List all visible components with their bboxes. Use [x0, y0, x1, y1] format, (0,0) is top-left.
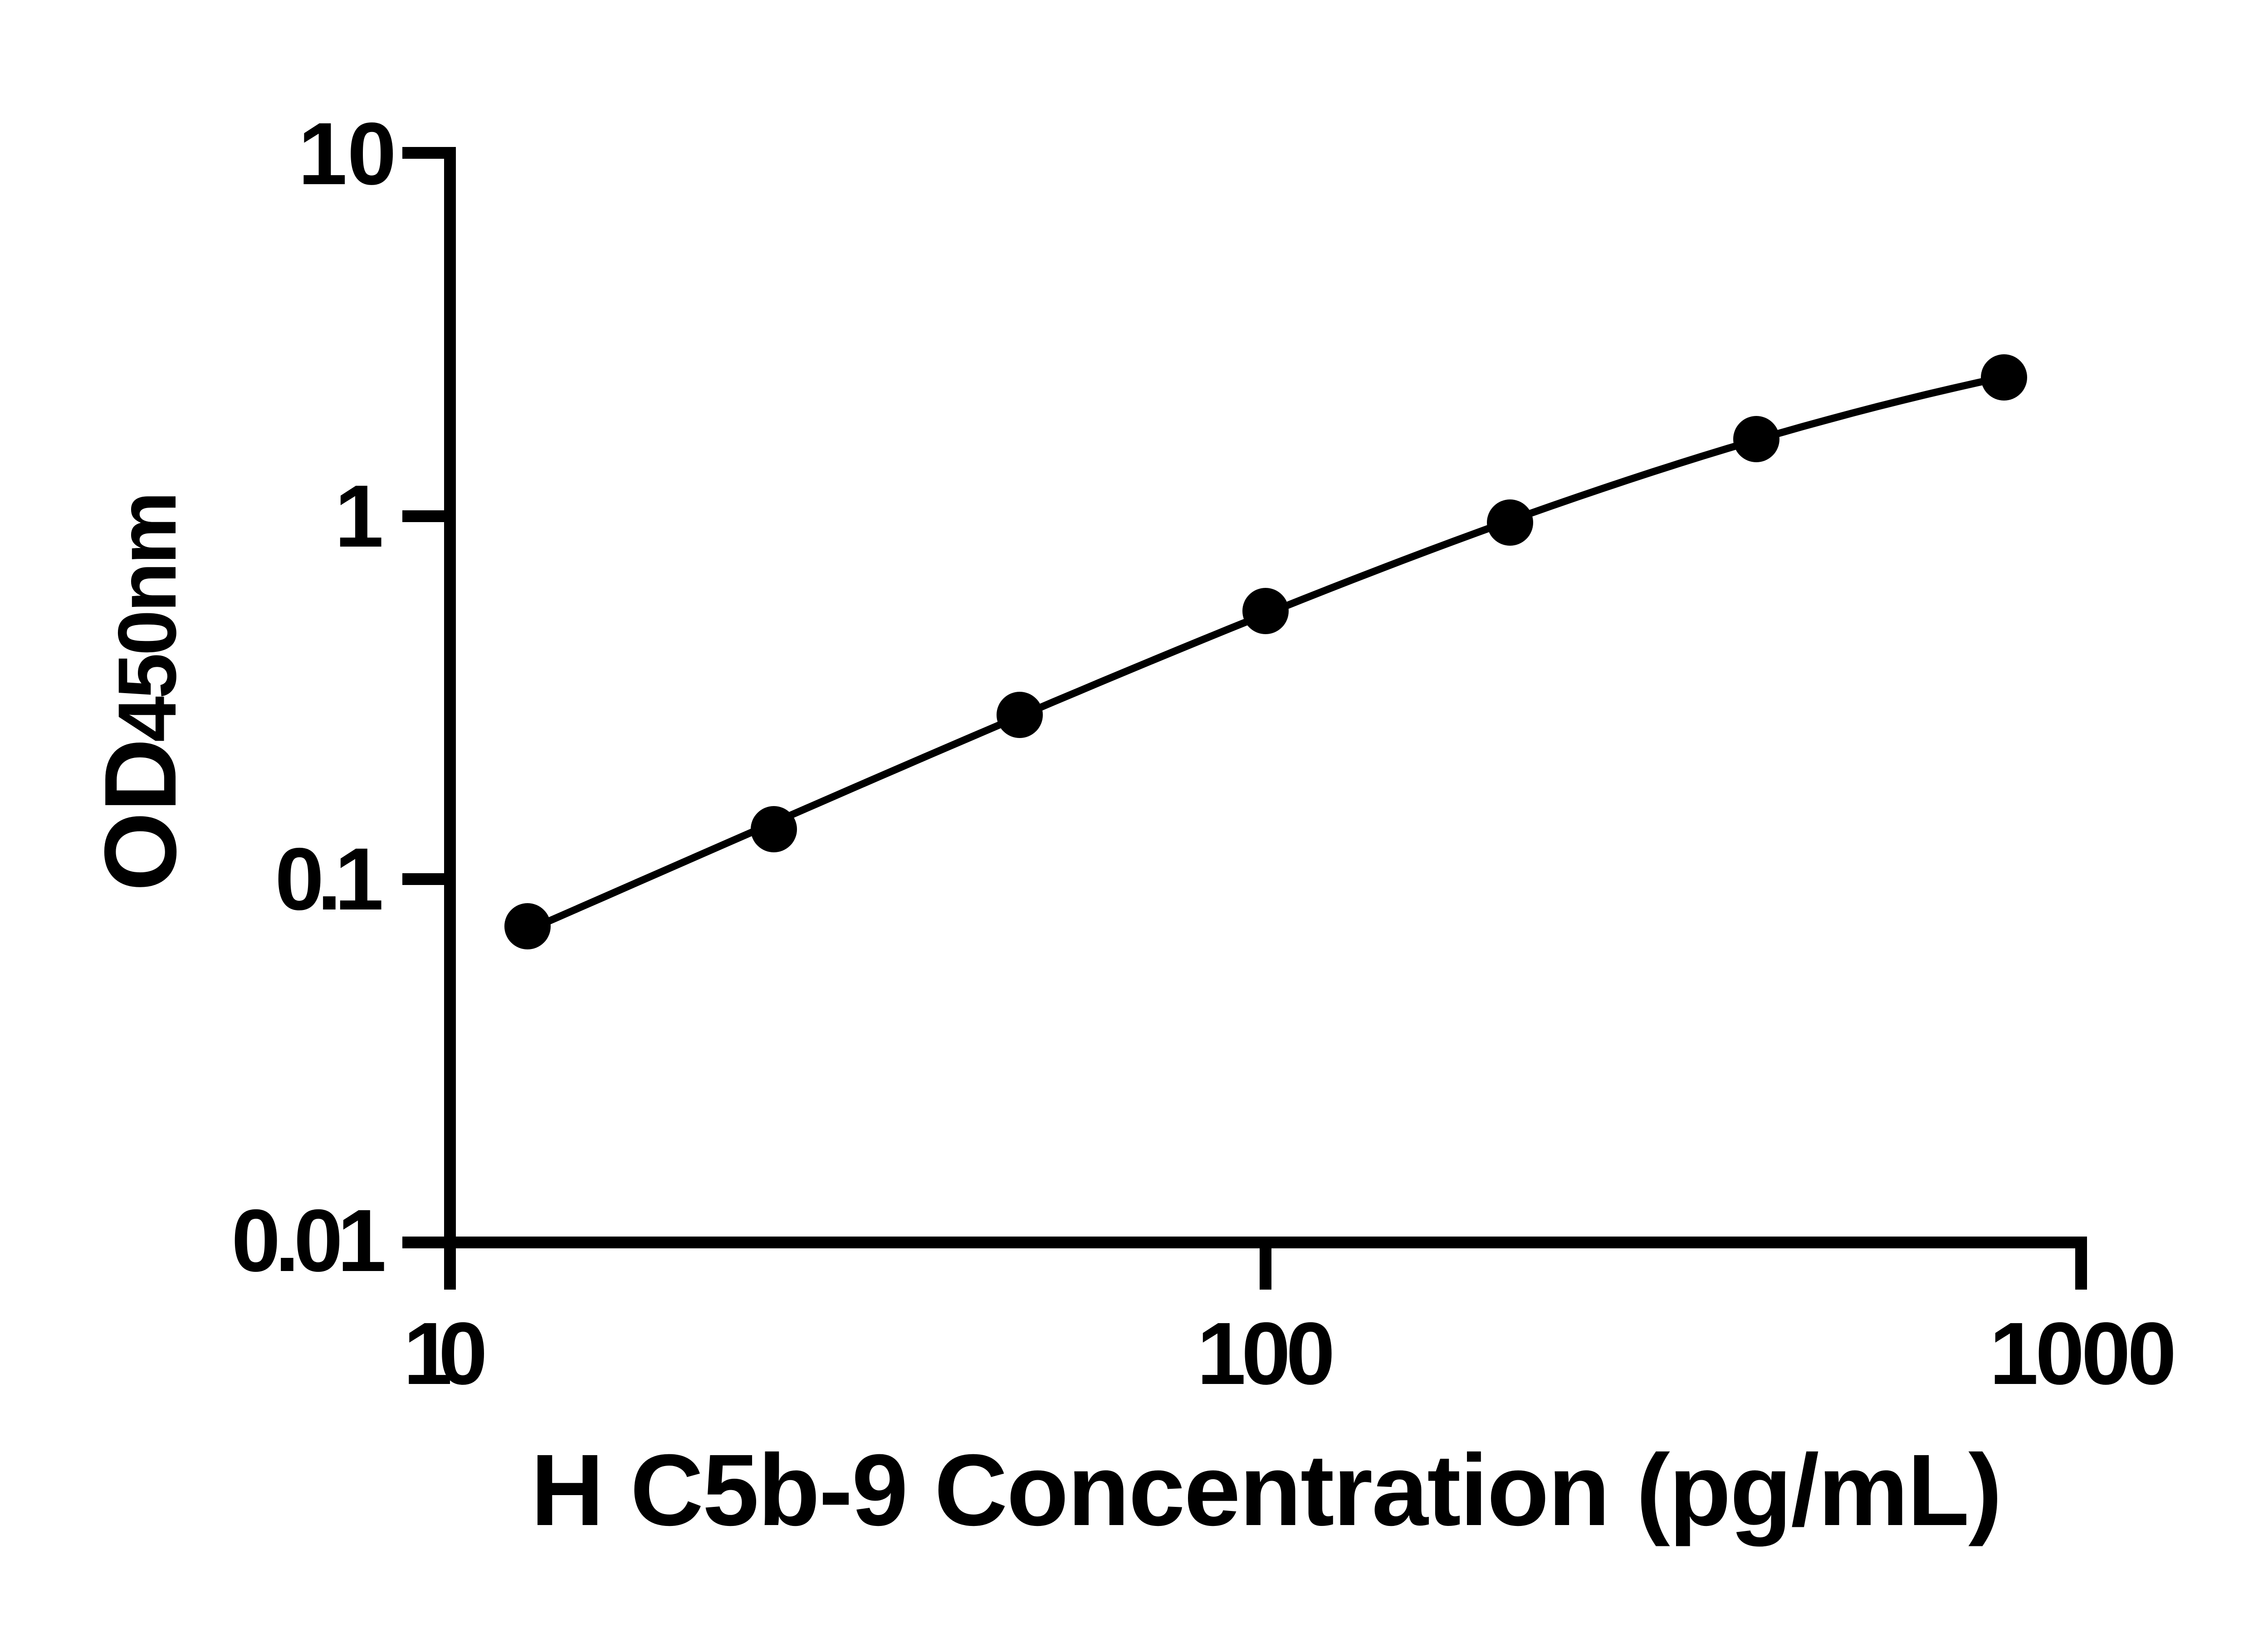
svg-text:0.1: 0.1	[275, 830, 384, 929]
svg-text:1000: 1000	[1989, 1304, 2177, 1403]
svg-text:H C5b-9 Concentration (pg/mL): H C5b-9 Concentration (pg/mL)	[531, 1433, 2002, 1547]
svg-text:10: 10	[298, 104, 396, 203]
svg-text:0.01: 0.01	[231, 1191, 386, 1290]
svg-text:10: 10	[403, 1304, 488, 1403]
svg-text:450nm: 450nm	[101, 491, 193, 742]
svg-text:1: 1	[335, 467, 384, 566]
svg-text:100: 100	[1197, 1304, 1335, 1403]
svg-text:OD: OD	[83, 738, 197, 892]
